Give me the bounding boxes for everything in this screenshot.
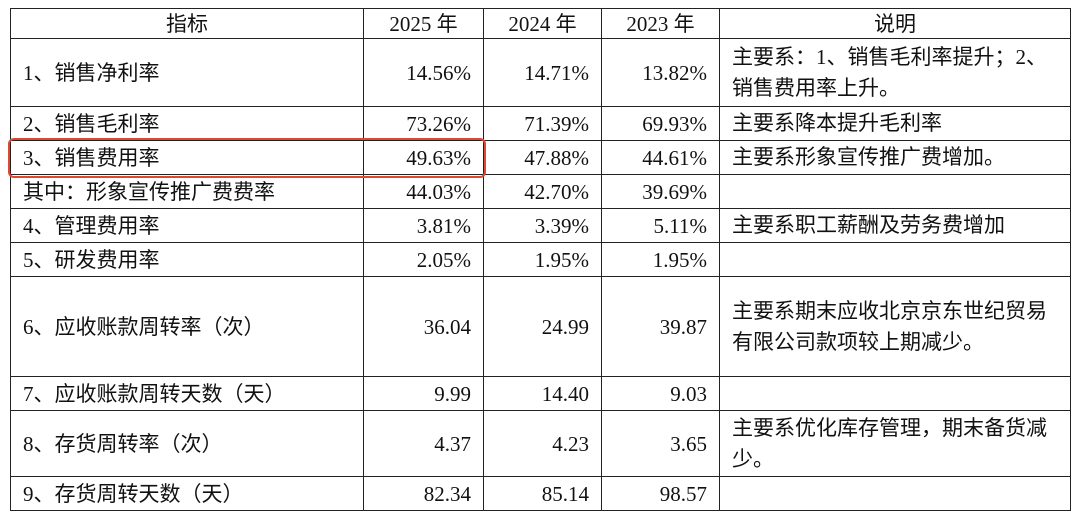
- header-cell: 2024 年: [483, 8, 602, 39]
- note-cell: [719, 376, 1071, 411]
- table-row: 6、应收账款周转率（次） 36.04 24.99 39.87 主要系期末应收北京京东世纪…: [10, 276, 1071, 377]
- note-cell: 主要系职工薪酬及劳务费增加: [719, 208, 1071, 243]
- note-cell: [719, 476, 1071, 511]
- value-cell: 44.61%: [601, 140, 720, 175]
- note-cell: 主要系形象宣传推广费增加。: [719, 140, 1071, 175]
- table-row: 8、存货周转率（次） 4.37 4.23 3.65 主要系优化库存管理，期末备货减少。: [10, 410, 1071, 477]
- value-cell: 49.63%: [363, 140, 484, 175]
- value-cell: 2.05%: [363, 242, 484, 277]
- indicator-cell: 2、销售毛利率: [10, 106, 364, 141]
- value-cell: 5.11%: [601, 208, 720, 243]
- indicator-cell: 3、销售费用率: [10, 140, 364, 175]
- indicator-cell: 7、应收账款周转天数（天）: [10, 376, 364, 411]
- value-cell: 9.99: [363, 376, 484, 411]
- indicator-cell: 5、研发费用率: [10, 242, 364, 277]
- table-row: 2、销售毛利率 73.26% 71.39% 69.93% 主要系降本提升毛利率: [10, 106, 1071, 141]
- note-cell: 主要系：1、销售毛利率提升；2、销售费用率上升。: [719, 38, 1071, 107]
- note-cell: 主要系期末应收北京京东世纪贸易有限公司款项较上期减少。: [719, 276, 1071, 377]
- data-table: 指标 2025 年 2024 年 2023 年说明 1、销售净利率 14.56% 14.7…: [10, 8, 1071, 511]
- value-cell: 1.95%: [601, 242, 720, 277]
- indicator-cell: 9、存货周转天数（天）: [10, 476, 364, 511]
- value-cell: 3.65: [601, 410, 720, 477]
- indicator-cell: 8、存货周转率（次）: [10, 410, 364, 477]
- value-cell: 47.88%: [483, 140, 602, 175]
- indicator-cell: 其中：形象宣传推广费费率: [10, 174, 364, 209]
- header-cell: 2023 年: [601, 8, 720, 39]
- table-row: 4、管理费用率 3.81% 3.39% 5.11% 主要系职工薪酬及劳务费增加: [10, 208, 1071, 243]
- value-cell: 39.87: [601, 276, 720, 377]
- indicator-cell: 4、管理费用率: [10, 208, 364, 243]
- value-cell: 3.39%: [483, 208, 602, 243]
- value-cell: 13.82%: [601, 38, 720, 107]
- header-cell: 2025 年: [363, 8, 484, 39]
- table-row: 1、销售净利率 14.56% 14.71% 13.82% 主要系：1、销售毛利率提升；2…: [10, 38, 1071, 107]
- table-row: 其中：形象宣传推广费费率 44.03% 42.70% 39.69%: [10, 174, 1071, 209]
- note-cell: 主要系优化库存管理，期末备货减少。: [719, 410, 1071, 477]
- value-cell: 14.56%: [363, 38, 484, 107]
- value-cell: 73.26%: [363, 106, 484, 141]
- value-cell: 69.93%: [601, 106, 720, 141]
- header-row: 指标 2025 年 2024 年 2023 年说明: [10, 8, 1071, 39]
- table-row: 9、存货周转天数（天） 82.34 85.14 98.57: [10, 476, 1071, 511]
- value-cell: 82.34: [363, 476, 484, 511]
- note-cell: [719, 242, 1071, 277]
- value-cell: 36.04: [363, 276, 484, 377]
- note-cell: 主要系降本提升毛利率: [719, 106, 1071, 141]
- indicator-cell: 6、应收账款周转率（次）: [10, 276, 364, 377]
- header-cell: 指标: [10, 8, 364, 39]
- value-cell: 24.99: [483, 276, 602, 377]
- value-cell: 1.95%: [483, 242, 602, 277]
- header-cell: 说明: [719, 8, 1071, 39]
- value-cell: 4.23: [483, 410, 602, 477]
- value-cell: 39.69%: [601, 174, 720, 209]
- highlight-box: [8, 138, 486, 178]
- value-cell: 4.37: [363, 410, 484, 477]
- indicator-cell: 1、销售净利率: [10, 38, 364, 107]
- value-cell: 44.03%: [363, 174, 484, 209]
- value-cell: 14.71%: [483, 38, 602, 107]
- value-cell: 14.40: [483, 376, 602, 411]
- value-cell: 71.39%: [483, 106, 602, 141]
- table-row: 5、研发费用率 2.05% 1.95% 1.95%: [10, 242, 1071, 277]
- value-cell: 42.70%: [483, 174, 602, 209]
- table-row: 7、应收账款周转天数（天） 9.99 14.40 9.03: [10, 376, 1071, 411]
- value-cell: 3.81%: [363, 208, 484, 243]
- note-cell: [719, 174, 1071, 209]
- value-cell: 9.03: [601, 376, 720, 411]
- value-cell: 85.14: [483, 476, 602, 511]
- value-cell: 98.57: [601, 476, 720, 511]
